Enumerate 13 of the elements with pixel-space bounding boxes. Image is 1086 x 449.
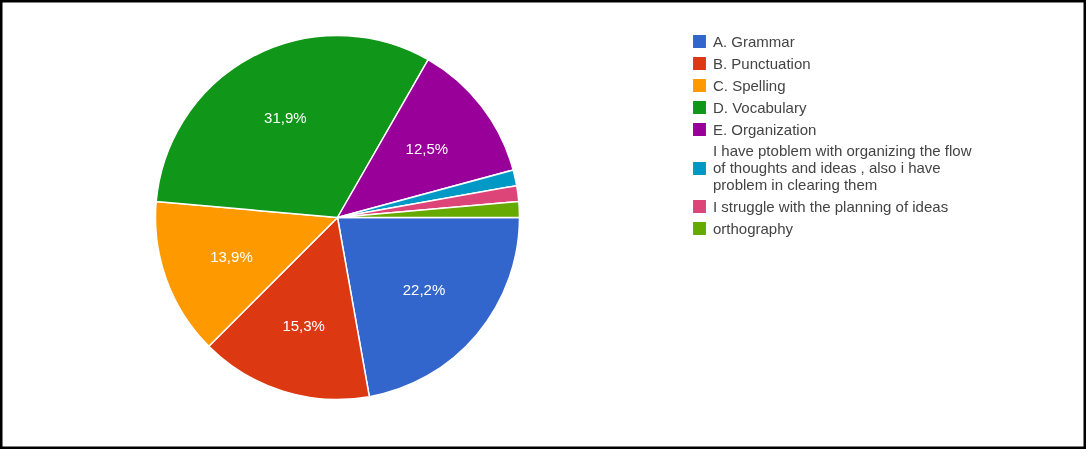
legend-label: B. Punctuation — [713, 54, 811, 72]
legend-label: orthography — [713, 219, 794, 237]
legend-label: D. Vocabulary — [713, 98, 807, 116]
data-label: 13,9% — [210, 247, 253, 265]
legend-label: A. Grammar — [713, 32, 795, 50]
legend-label: I struggle with the planning of ideas — [713, 197, 949, 215]
data-label: 15,3% — [282, 316, 325, 334]
legend-label: C. Spelling — [713, 76, 786, 94]
data-label: 22,2% — [402, 281, 446, 299]
legend-label: E. Organization — [713, 120, 817, 138]
data-label: 12,5% — [405, 140, 449, 158]
legend-label: I have ptoblem with organizing the flow of thoughts and ideas , also i have problem in clearing them — [713, 142, 972, 193]
data-label: 31,9% — [264, 108, 307, 126]
